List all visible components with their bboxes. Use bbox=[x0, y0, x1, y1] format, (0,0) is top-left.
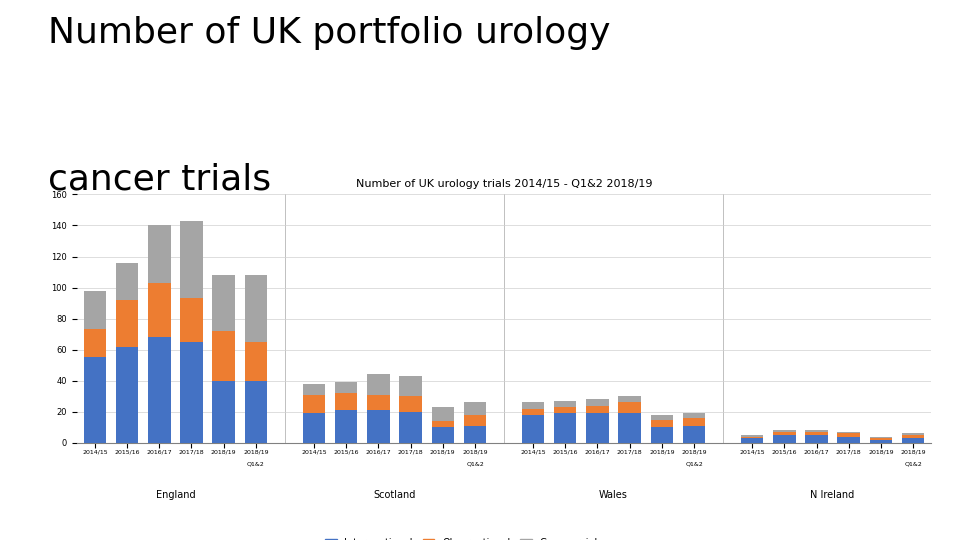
Title: Number of UK urology trials 2014/15 - Q1&2 2018/19: Number of UK urology trials 2014/15 - Q1… bbox=[356, 179, 652, 190]
Bar bbox=[464, 402, 487, 415]
Bar bbox=[335, 382, 357, 393]
Bar bbox=[554, 413, 577, 443]
Bar bbox=[618, 396, 641, 402]
Bar bbox=[521, 415, 544, 443]
Legend: Interventional, Observational, Commercial: Interventional, Observational, Commercia… bbox=[321, 535, 602, 540]
Bar bbox=[618, 402, 641, 413]
Bar bbox=[431, 427, 454, 443]
Text: Wales: Wales bbox=[599, 490, 628, 500]
Bar bbox=[399, 396, 421, 411]
Bar bbox=[901, 434, 924, 435]
Bar bbox=[683, 426, 706, 443]
Bar bbox=[302, 395, 325, 413]
Bar bbox=[683, 418, 706, 426]
Bar bbox=[805, 430, 828, 432]
Bar bbox=[901, 438, 924, 443]
Bar bbox=[741, 435, 763, 436]
Text: Q1&2: Q1&2 bbox=[247, 461, 265, 467]
Bar bbox=[683, 413, 706, 418]
Bar bbox=[741, 436, 763, 438]
Bar bbox=[116, 347, 138, 443]
Bar bbox=[148, 283, 171, 337]
Bar bbox=[464, 415, 487, 426]
Bar bbox=[587, 399, 609, 406]
Bar bbox=[116, 300, 138, 347]
Bar bbox=[651, 420, 673, 427]
Bar bbox=[651, 427, 673, 443]
Bar bbox=[870, 436, 892, 438]
Bar bbox=[148, 226, 171, 283]
Bar bbox=[367, 395, 390, 410]
Bar bbox=[180, 221, 203, 299]
Bar bbox=[464, 426, 487, 443]
Bar bbox=[116, 262, 138, 300]
Text: N Ireland: N Ireland bbox=[810, 490, 854, 500]
Bar bbox=[148, 337, 171, 443]
Bar bbox=[554, 407, 577, 413]
Bar bbox=[587, 413, 609, 443]
Bar bbox=[212, 275, 235, 331]
Bar bbox=[651, 415, 673, 420]
Text: Q1&2: Q1&2 bbox=[467, 461, 484, 467]
Bar bbox=[837, 432, 860, 434]
Bar bbox=[773, 435, 796, 443]
Bar bbox=[521, 402, 544, 409]
Bar bbox=[335, 410, 357, 443]
Text: Scotland: Scotland bbox=[373, 490, 416, 500]
Bar bbox=[805, 432, 828, 435]
Bar bbox=[367, 410, 390, 443]
Bar bbox=[84, 291, 107, 329]
Bar bbox=[741, 438, 763, 443]
Text: cancer trials: cancer trials bbox=[48, 162, 271, 196]
Bar bbox=[837, 434, 860, 436]
Bar bbox=[212, 381, 235, 443]
Bar bbox=[805, 435, 828, 443]
Bar bbox=[245, 275, 267, 342]
Bar bbox=[870, 440, 892, 443]
Bar bbox=[212, 331, 235, 381]
Bar bbox=[84, 357, 107, 443]
Bar bbox=[399, 376, 421, 396]
Bar bbox=[773, 432, 796, 435]
Bar bbox=[773, 430, 796, 432]
Text: England: England bbox=[156, 490, 195, 500]
Text: Number of UK portfolio urology: Number of UK portfolio urology bbox=[48, 16, 611, 50]
Bar bbox=[837, 436, 860, 443]
Bar bbox=[431, 421, 454, 427]
Bar bbox=[302, 384, 325, 395]
Bar bbox=[554, 401, 577, 407]
Bar bbox=[245, 342, 267, 381]
Bar bbox=[367, 375, 390, 395]
Text: Q1&2: Q1&2 bbox=[904, 461, 922, 467]
Bar bbox=[180, 299, 203, 342]
Bar bbox=[587, 406, 609, 413]
Bar bbox=[870, 438, 892, 440]
Bar bbox=[901, 435, 924, 438]
Bar bbox=[618, 413, 641, 443]
Text: Q1&2: Q1&2 bbox=[685, 461, 703, 467]
Bar bbox=[245, 381, 267, 443]
Bar bbox=[521, 409, 544, 415]
Bar bbox=[302, 413, 325, 443]
Bar bbox=[431, 407, 454, 421]
Bar bbox=[335, 393, 357, 410]
Bar bbox=[84, 329, 107, 357]
Bar bbox=[399, 411, 421, 443]
Bar bbox=[180, 342, 203, 443]
